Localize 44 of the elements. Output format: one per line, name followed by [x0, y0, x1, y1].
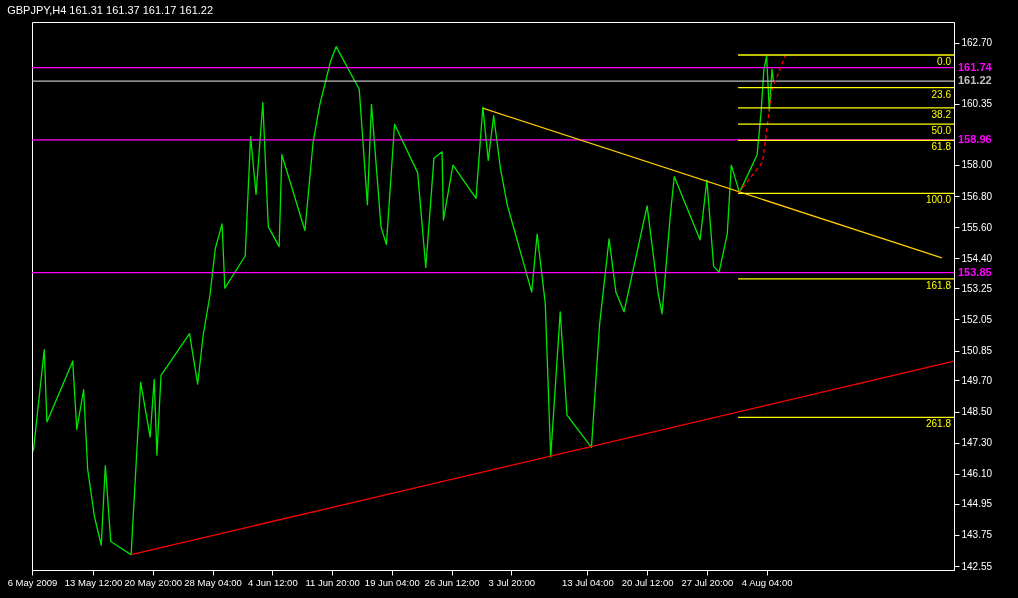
series-label: 61.8	[931, 141, 952, 153]
y-tick-label: 154.40	[961, 252, 993, 264]
x-tick-label: 6 May 2009	[7, 576, 58, 588]
ref-line-label: 153.85	[958, 265, 992, 278]
y-tick-label: 162.70	[961, 37, 993, 49]
series-label: 261.8	[925, 418, 952, 430]
x-tick-label: 11 Jun 20:00	[305, 576, 360, 588]
series-label: 50.0	[931, 125, 952, 137]
ref-line-label: 158.96	[958, 132, 992, 145]
x-tick-label: 4 Aug 04:00	[741, 576, 793, 588]
x-tick-label: 20 Jul 12:00	[621, 576, 674, 588]
line-series	[737, 54, 787, 195]
y-tick-label: 146.10	[961, 468, 993, 480]
series-label: 161.8	[925, 279, 952, 291]
x-tick-label: 28 May 04:00	[184, 576, 242, 588]
y-tick-label: 144.95	[961, 498, 993, 510]
y-tick-label: 143.75	[961, 529, 993, 541]
y-tick-label: 153.25	[961, 282, 993, 294]
x-tick-label: 3 Jul 20:00	[488, 576, 536, 588]
x-tick-label: 26 Jun 12:00	[424, 576, 480, 588]
x-tick-label: 4 Jun 12:00	[248, 576, 298, 588]
x-tick-label: 20 May 20:00	[124, 576, 183, 588]
series-label: 23.6	[931, 88, 952, 100]
y-tick-label: 152.05	[961, 313, 993, 325]
y-tick-label: 148.50	[961, 406, 993, 418]
y-tick-label: 155.60	[961, 221, 993, 233]
y-tick-label: 150.85	[961, 345, 993, 357]
ref-line-label: 161.22	[958, 74, 992, 87]
x-tick-label: 27 Jul 20:00	[681, 576, 734, 588]
series-label: 100.0	[925, 194, 952, 206]
x-tick-label: 13 Jul 04:00	[561, 576, 614, 588]
x-tick-label: 19 Jun 04:00	[364, 576, 420, 588]
series-label: 0.0	[937, 55, 952, 67]
ref-line-label: 161.74	[958, 60, 993, 73]
y-tick-label: 149.70	[961, 374, 993, 386]
x-tick-label: 13 May 12:00	[64, 576, 123, 588]
series-label: 38.2	[931, 108, 952, 120]
line-series	[32, 46, 775, 556]
y-tick-label: 156.80	[961, 190, 993, 202]
chart-title: GBPJPY,H4 161.31 161.37 161.17 161.22	[7, 4, 214, 16]
y-tick-label: 160.35	[961, 98, 993, 110]
y-tick-label: 147.30	[961, 437, 993, 449]
y-tick-label: 142.55	[961, 560, 993, 572]
y-tick-label: 158.00	[961, 159, 993, 171]
